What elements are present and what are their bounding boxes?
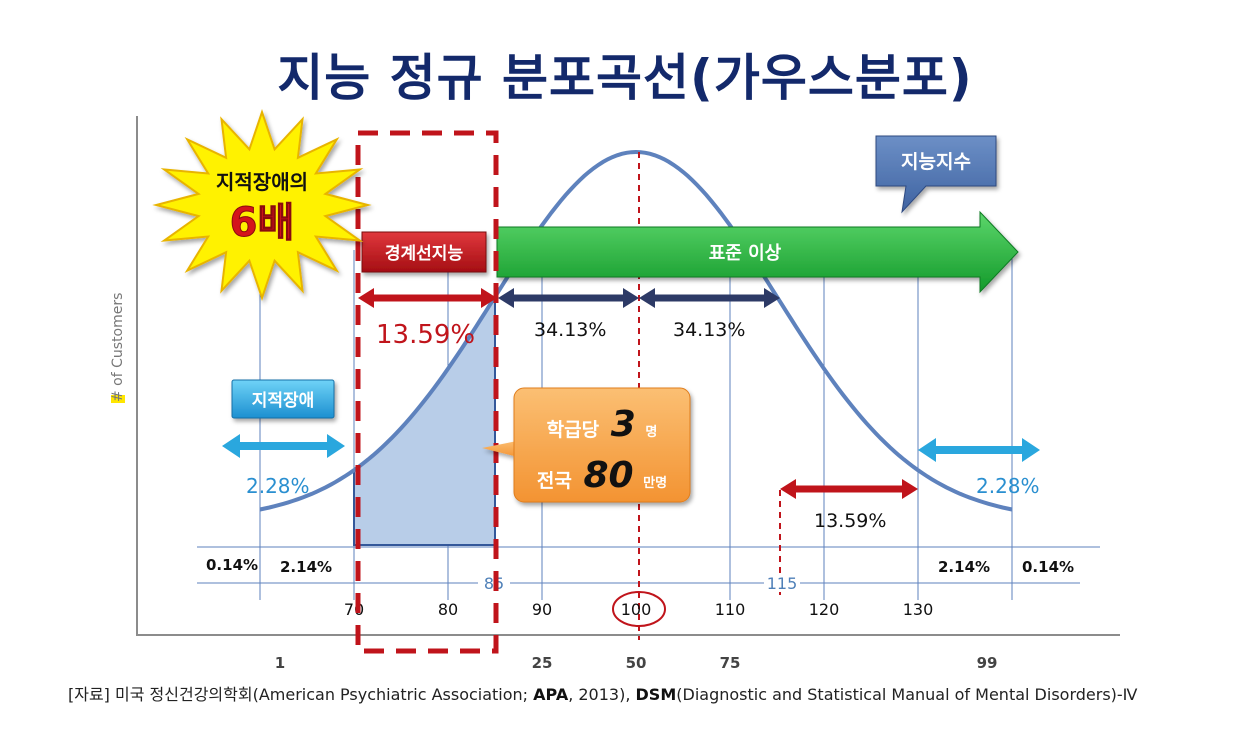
iq-tick-100: 100 — [621, 600, 652, 619]
intellectual-disability-label: 지적장애 — [252, 391, 315, 411]
starburst-line2: 6배 — [230, 200, 295, 246]
per-class-stat: 학급당 3 명 — [547, 404, 658, 445]
pct-left: 2.14% — [280, 558, 332, 576]
bell-curve — [259, 149, 1013, 512]
mean-highlight-circle — [612, 591, 666, 627]
iq-tick-120: 120 — [809, 600, 840, 619]
percentile-tick-99: 99 — [977, 654, 998, 672]
iq-label-bubble — [875, 135, 997, 214]
label-85-100-pct: 34.13% — [534, 319, 606, 341]
national-stat: 전국 80 만명 — [537, 455, 667, 496]
source-apa: APA — [533, 685, 569, 704]
statistic-callout — [482, 387, 691, 503]
percentile-tick-1: 1 — [275, 654, 285, 672]
above-standard-label: 표준 이상 — [709, 243, 782, 264]
segment-arrow-85-100 — [498, 288, 639, 308]
percentile-tick-75: 75 — [720, 654, 741, 672]
segment-arrow-115-130 — [780, 479, 918, 499]
pct-far-left: 0.14% — [206, 556, 258, 574]
iq-tick-90: 90 — [532, 600, 552, 619]
percentile-tick-50: 50 — [626, 654, 647, 672]
iq-label: 지능지수 — [901, 151, 971, 173]
label-115-130-pct: 13.59% — [814, 510, 886, 532]
source-dsm: DSM — [635, 685, 677, 704]
iq-tick-130: 130 — [903, 600, 934, 619]
percentile-tick-25: 25 — [532, 654, 553, 672]
above-standard-arrow — [496, 210, 1019, 294]
source-citation: [자료] 미국 정신건강의학회(American Psychiatric Ass… — [68, 681, 1137, 705]
starburst — [152, 108, 372, 302]
label-100-115-pct: 34.13% — [673, 319, 745, 341]
iq-tick-80: 80 — [438, 600, 458, 619]
segment-arrow-left-tail — [222, 434, 345, 458]
iq-tick-70: 70 — [344, 600, 364, 619]
label-borderline-pct: 13.59% — [376, 320, 475, 350]
source-prefix: [자료] 미국 정신건강의학회(American Psychiatric Ass… — [68, 685, 534, 704]
y-axis-label: # of Customers — [110, 293, 126, 403]
pct-right: 2.14% — [938, 558, 990, 576]
borderline-dashed-box — [355, 130, 499, 654]
intellectual-disability-box — [231, 379, 335, 419]
segment-arrow-100-115 — [639, 288, 780, 308]
marker-115: 115 — [767, 574, 798, 593]
page-title: 지능 정규 분포곡선(가우스분포) — [277, 49, 973, 107]
starburst-line1: 지적장애의 — [216, 170, 308, 194]
iq-tick-110: 110 — [715, 600, 746, 619]
pct-far-right: 0.14% — [1022, 558, 1074, 576]
source-suffix: (Diagnostic and Statistical Manual of Me… — [676, 685, 1138, 704]
segment-arrow-borderline — [358, 288, 497, 308]
borderline-label: 경계선지능 — [385, 244, 464, 264]
label-left-tail-pct: 2.28% — [246, 474, 310, 498]
svg-text:# of Customers: # of Customers — [110, 293, 126, 402]
source-middle: , 2013), — [568, 685, 636, 704]
segment-arrow-right-tail — [918, 438, 1040, 462]
borderline-label-box — [361, 231, 487, 273]
label-right-tail-pct: 2.28% — [976, 474, 1040, 498]
